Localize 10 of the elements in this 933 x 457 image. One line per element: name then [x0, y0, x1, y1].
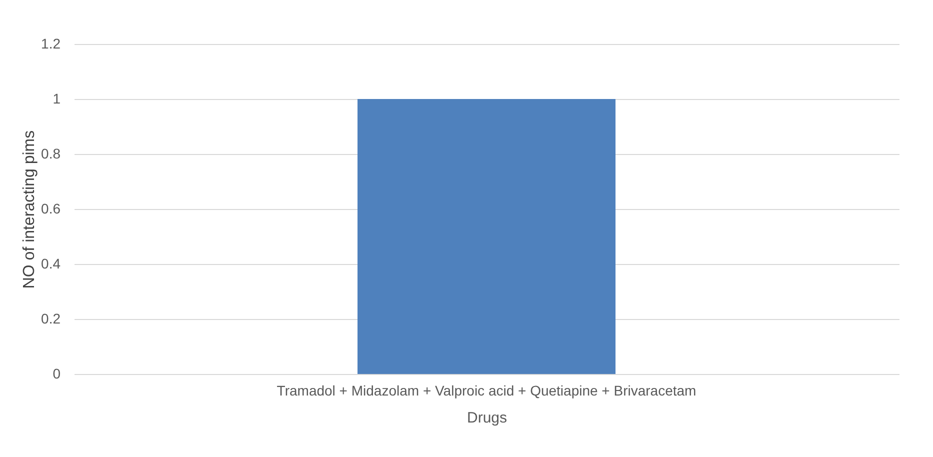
y-tick-label: 0.6	[41, 200, 61, 216]
x-axis-title: Drugs	[466, 410, 508, 426]
y-tick-label: 0.4	[41, 256, 61, 272]
x-tick-label: Tramadol + Midazolam + Valproic acid + Quetiapine + Brivaracetam	[276, 382, 696, 398]
y-axis-title: NO of interacting pims	[21, 130, 38, 289]
y-tick-label: 0.8	[41, 146, 61, 162]
y-tick-label: 1.2	[41, 36, 61, 52]
y-tick-label: 0	[52, 366, 61, 382]
y-tick-label: 1	[52, 90, 61, 106]
y-tick-label: 0.2	[41, 310, 61, 326]
